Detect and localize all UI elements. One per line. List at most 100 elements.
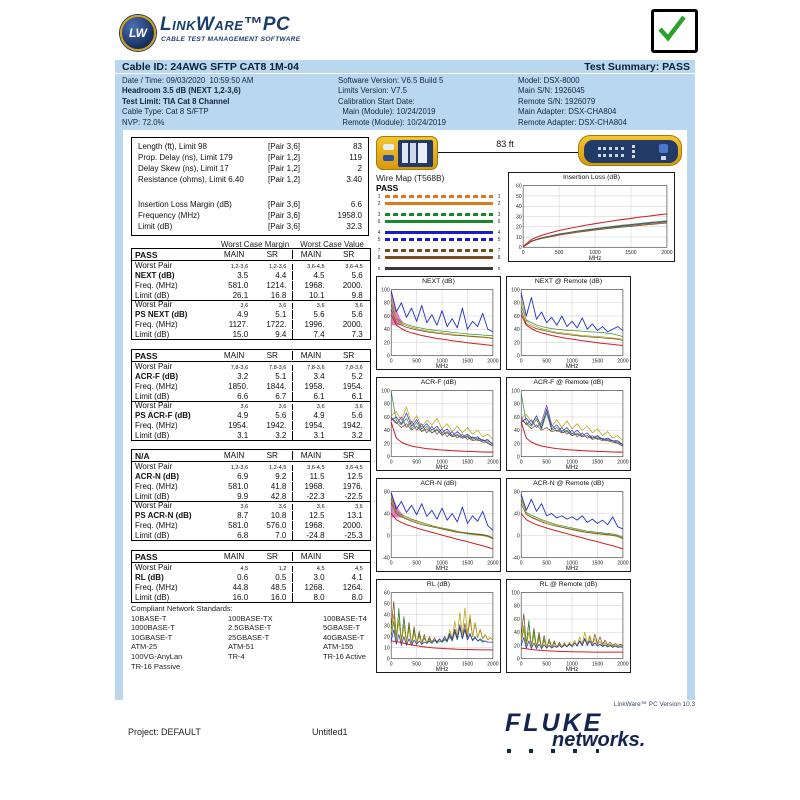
chart-acrn-main: ACR-N (dB) -40 0 40 80 0 500 1000 1500 2000 MHz	[376, 478, 501, 572]
measurement-row: Frequency (MHz) [Pair 3,6] 1958.0	[138, 211, 362, 220]
chart-rl-main: RL (dB) 0 10 20 30 40 50 60 0 500 1000 1500 2000 MHz	[376, 579, 501, 673]
measurement-row: Insertion Loss Margin (dB) [Pair 3,6] 6.6	[138, 200, 362, 209]
parameter-row: PS NEXT (dB) 4.9 5.1 5.6 5.6	[135, 310, 363, 319]
table-header-row: PASS MAIN SR MAIN SR	[132, 249, 370, 261]
svg-text:100: 100	[381, 388, 390, 394]
standard-item: TR-16 Active	[323, 651, 366, 661]
svg-text:60: 60	[514, 617, 520, 623]
svg-text:40: 40	[384, 511, 390, 517]
info-line: Main (Module): 10/24/2019	[338, 107, 436, 117]
svg-text:0: 0	[517, 354, 520, 360]
main-tester-device	[376, 136, 438, 170]
svg-text:30: 30	[384, 623, 390, 629]
svg-text:0: 0	[517, 657, 520, 663]
svg-text:MHz: MHz	[436, 464, 449, 470]
svg-text:0: 0	[520, 661, 523, 667]
info-line: Model: DSX-8000	[518, 76, 580, 85]
chart-title: ACR-N (dB)	[420, 480, 457, 487]
svg-text:80: 80	[514, 402, 520, 408]
svg-text:100: 100	[511, 287, 520, 293]
chart-title: ACR-N @ Remote (dB)	[533, 480, 604, 487]
svg-text:40: 40	[384, 327, 390, 333]
frequency-row: Freq. (MHz) 581.0 1214. 1968. 2000.	[135, 280, 363, 290]
svg-text:40: 40	[384, 428, 390, 434]
standard-item: TR-4	[228, 651, 245, 661]
measurement-row: Length (ft), Limit 98 [Pair 3,6] 83	[138, 142, 362, 151]
limit-row: Limit (dB) 6.6 6.7 6.1 6.1	[135, 391, 363, 401]
svg-text:10: 10	[516, 235, 522, 241]
svg-text:1500: 1500	[592, 459, 603, 465]
svg-text:500: 500	[542, 459, 551, 465]
svg-text:0: 0	[387, 657, 390, 663]
worst-pair-row: Worst Pair 4,5 1,2 4,5 4,5	[135, 562, 363, 572]
test-info-area: Date / Time: 09/03/2020 10:59:50 AM Headr…	[115, 74, 695, 130]
compliant-standards: Compliant Network Standards: 10BASE-T 100…	[131, 604, 383, 671]
standard-item: 100BASE-TX	[228, 613, 273, 623]
margin-table: PASS MAIN SR MAIN SR Worst Pair 1,2-3,6 1,2-3,6…	[131, 248, 371, 340]
frequency-row: Freq. (MHz) 44.8 48.5 1268. 1264.	[135, 582, 363, 592]
svg-text:MHz: MHz	[436, 363, 449, 369]
svg-text:20: 20	[514, 643, 520, 649]
worst-pair-row: Worst Pair 3,6 3,6 3,6 3,6	[132, 500, 370, 510]
svg-text:80: 80	[384, 402, 390, 408]
wire-line	[385, 231, 493, 234]
standard-item: ATM-155	[323, 642, 354, 652]
svg-text:1000: 1000	[566, 459, 577, 465]
svg-text:1500: 1500	[592, 358, 603, 364]
cable-length-label: 83 ft	[496, 139, 514, 149]
fluke-logo-dots	[507, 749, 599, 753]
info-line: Remote S/N: 1926079	[518, 96, 596, 106]
standard-item: 10BASE-T	[131, 613, 167, 623]
frequency-row: Freq. (MHz) 581.0 41.8 1968. 1976.	[135, 481, 363, 491]
margin-table: PASS MAIN SR MAIN SR Worst Pair 7,8-3,6 7,8-3,6…	[131, 349, 371, 441]
svg-text:20: 20	[384, 634, 390, 640]
svg-text:60: 60	[384, 590, 390, 596]
table-header-row: N/A MAIN SR MAIN SR	[132, 450, 370, 462]
table-header-row: PASS MAIN SR MAIN SR	[132, 551, 370, 563]
svg-text:2000: 2000	[487, 358, 498, 364]
svg-text:10: 10	[384, 645, 390, 651]
chart-next-remote: NEXT @ Remote (dB) 0 20 40 60 80 100 0 500 1000 15…	[506, 276, 631, 370]
info-col-1: Date / Time: 09/03/2020 10:59:50 AM Headr…	[122, 76, 253, 128]
frequency-row: Freq. (MHz) 581.0 576.0 1968. 2000.	[135, 521, 363, 530]
standard-item: ATM-51	[228, 642, 255, 652]
svg-text:0: 0	[390, 459, 393, 465]
svg-text:2000: 2000	[617, 560, 628, 566]
svg-text:20: 20	[516, 225, 522, 231]
info-line: Main Adapter: DSX-CHA804	[518, 107, 617, 117]
svg-text:0: 0	[520, 560, 523, 566]
svg-text:20: 20	[384, 340, 390, 346]
measurement-row: Resistance (ohms), Limit 6.40 [Pair 1,2] 3…	[138, 175, 362, 184]
svg-text:MHz: MHz	[566, 464, 579, 470]
worst-case-margin-header: Worst Case Margin	[220, 240, 290, 249]
info-line: Main S/N: 1926045	[518, 86, 585, 96]
wire-line	[385, 249, 493, 252]
svg-text:60: 60	[384, 415, 390, 421]
frequency-row: Freq. (MHz) 1850. 1844. 1958. 1954.	[135, 381, 363, 391]
linkware-logo-icon: LW	[120, 15, 156, 51]
svg-text:1500: 1500	[462, 358, 473, 364]
svg-text:500: 500	[412, 661, 421, 667]
cable-link-line	[438, 152, 580, 153]
standard-item: ATM-25	[131, 642, 158, 652]
chart-title: ACR-F (dB)	[420, 379, 457, 386]
wire-line	[385, 238, 493, 241]
svg-text:1500: 1500	[625, 250, 636, 256]
limit-row: Limit (dB) 15.0 9.4 7.4 7.3	[135, 330, 363, 339]
svg-text:50: 50	[384, 601, 390, 607]
svg-text:2000: 2000	[617, 661, 628, 667]
file-label: Untitled1	[312, 727, 348, 737]
worst-pair-row: Worst Pair 1,2-3,6 1,2-4,5 3,6-4,5 3,6-4,5	[135, 461, 363, 471]
svg-text:500: 500	[412, 459, 421, 465]
parameter-row: PS ACR-F (dB) 4.9 5.6 4.9 5.6	[135, 411, 363, 420]
worst-pair-row: Worst Pair 3,6 3,6 3,6 3,6	[132, 400, 370, 410]
measurement-summary-box: Length (ft), Limit 98 [Pair 3,6] 83 Prop. D…	[131, 137, 369, 236]
chart-acrn-remote: ACR-N @ Remote (dB) -40 0 40 80 0 500 1000 1500 2…	[506, 478, 631, 572]
app-version: LinkWare™ PC Version 10.3	[613, 701, 695, 708]
info-line: Software Version: V6.5 Build 5	[338, 76, 444, 85]
chart-acrf-main: ACR-F (dB) 0 20 40 60 80 100 0 500 1000 1500 2000 MH…	[376, 377, 501, 471]
info-line: Limits Version: V7.5	[338, 86, 407, 96]
